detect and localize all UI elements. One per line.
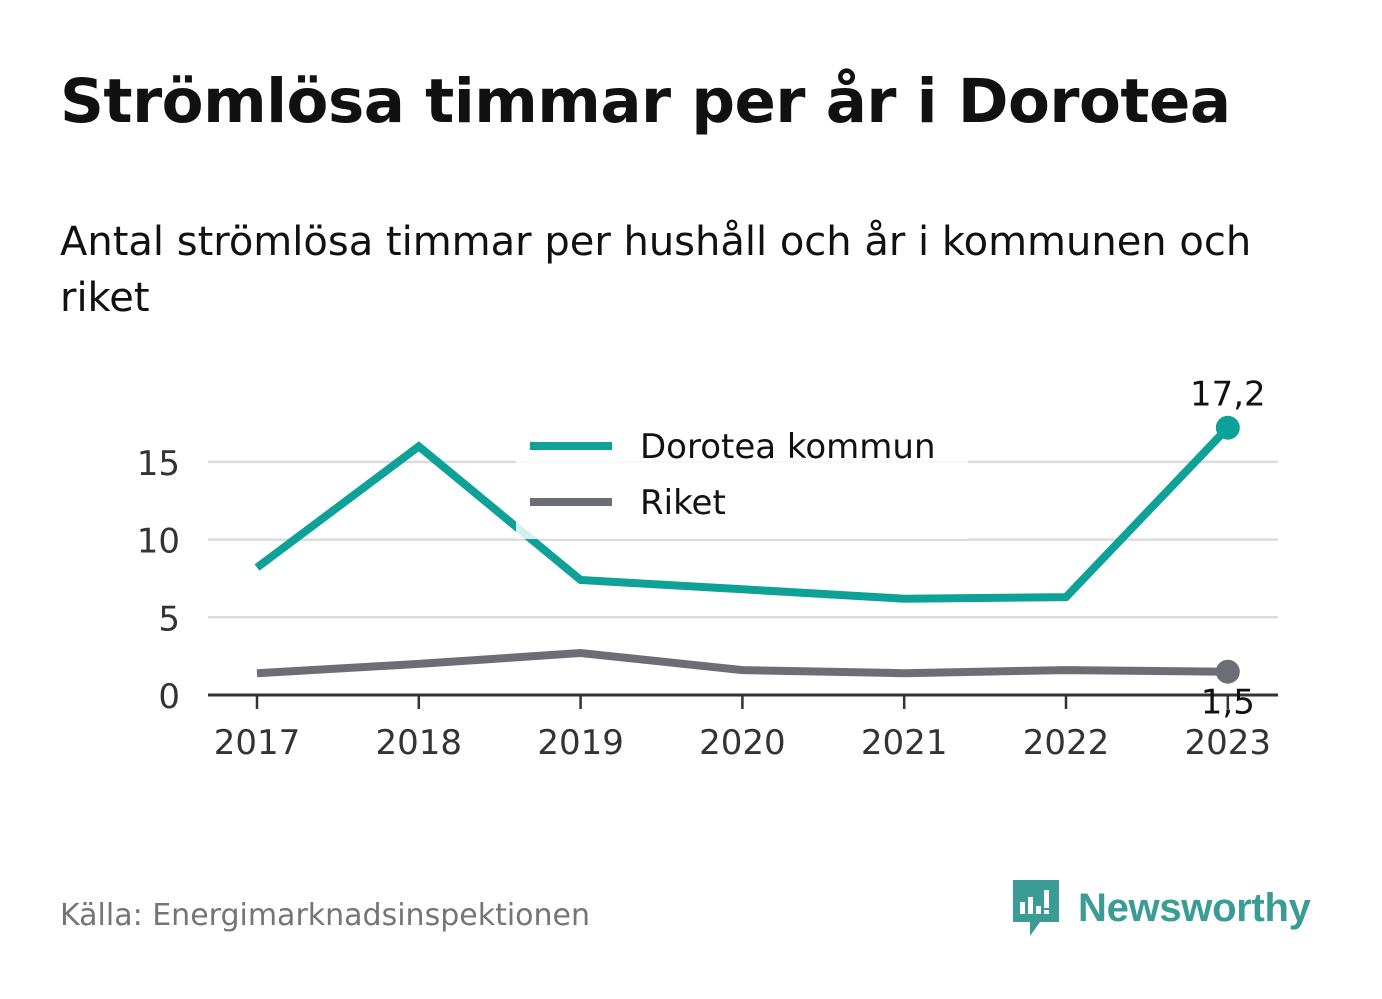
y-tick-label: 0 [158,677,180,717]
x-tick-label: 2020 [699,723,786,763]
y-tick-label: 5 [158,599,180,639]
brand-logo[interactable]: Newsworthy [1010,876,1311,940]
x-tick-label: 2017 [214,723,301,763]
x-tick-label: 2023 [1185,723,1272,763]
series-end-point-0 [1215,415,1240,440]
series-line-1 [256,648,1228,678]
series-end-point-1 [1215,659,1240,684]
y-tick-label: 10 [137,522,180,562]
end-value-label-dorotea: 17,2 [1190,375,1266,415]
series-line-0 [254,424,1231,603]
brand-name: Newsworthy [1078,885,1311,930]
x-tick-label: 2019 [537,723,624,763]
x-tick-label: 2018 [376,723,463,763]
legend-label-1: Riket [640,483,726,523]
end-value-label-riket: 1,5 [1201,683,1255,723]
legend-background [516,414,968,539]
chart-subtitle: Antal strömlösa timmar per hushåll och å… [60,219,1252,321]
y-tick-label: 15 [137,444,180,484]
legend-label-0: Dorotea kommun [640,427,936,467]
chart-title: Strömlösa timmar per år i Dorotea [60,66,1231,137]
source-note: Källa: Energimarknadsinspektionen [60,898,591,933]
newsworthy-logo-icon [1013,880,1059,936]
x-tick-label: 2022 [1023,723,1110,763]
x-tick-label: 2021 [861,723,948,763]
